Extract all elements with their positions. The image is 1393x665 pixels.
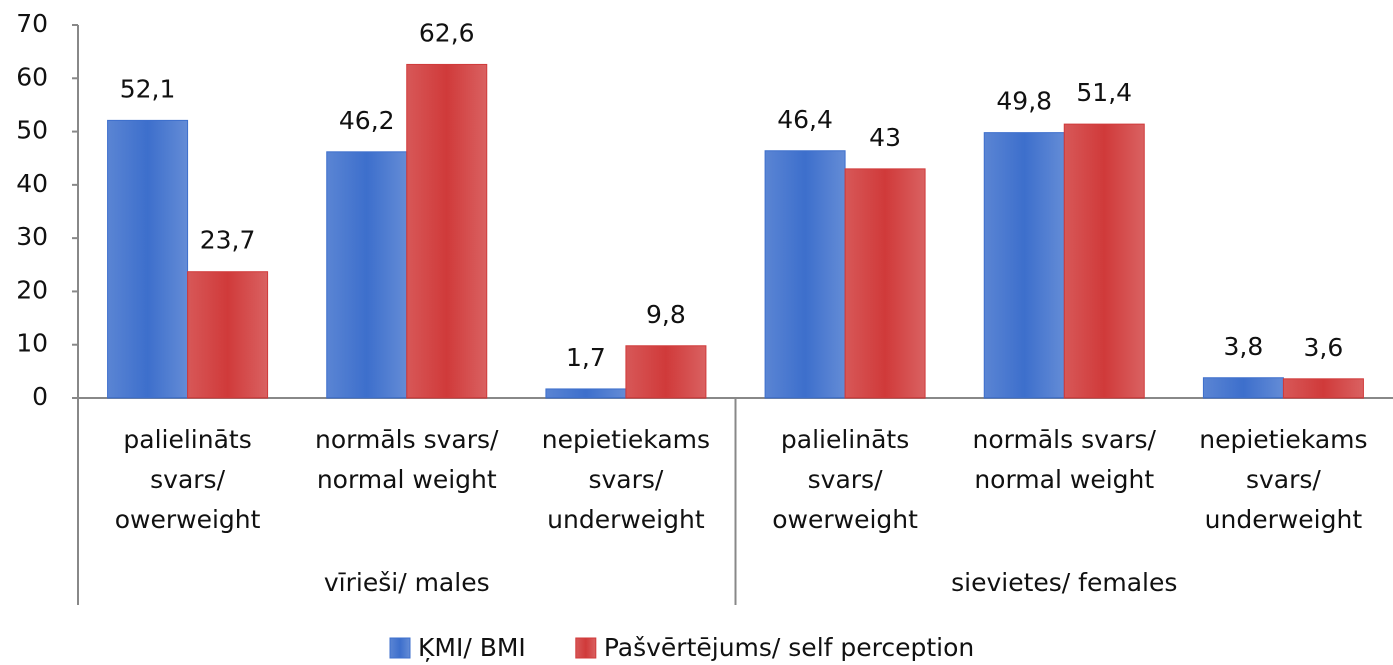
value-label: 46,2 xyxy=(339,106,395,135)
value-label: 52,1 xyxy=(120,74,176,103)
y-tick-label: 30 xyxy=(16,222,48,251)
value-label: 9,8 xyxy=(646,300,686,329)
value-label: 23,7 xyxy=(200,226,256,255)
bar xyxy=(1202,377,1284,399)
value-label: 46,4 xyxy=(777,105,833,134)
value-label: 62,6 xyxy=(419,18,475,47)
x-tick-label: normāls svars/ normal weight xyxy=(972,425,1156,494)
legend-label: Pašvērtējums/ self perception xyxy=(604,633,974,662)
y-tick-label: 70 xyxy=(16,9,48,38)
legend-swatch xyxy=(389,637,411,659)
value-label: 3,6 xyxy=(1304,333,1344,362)
x-tick-label: palielināts svars/ owerweight xyxy=(114,425,261,534)
bar xyxy=(326,151,408,399)
x-tick-label: nepietiekams svars/ underweight xyxy=(541,425,711,534)
y-tick-label: 10 xyxy=(16,329,48,358)
value-label: 43 xyxy=(869,123,901,152)
value-label: 49,8 xyxy=(996,87,1052,116)
bar xyxy=(107,119,189,399)
x-tick-label: normāls svars/ normal weight xyxy=(315,425,499,494)
bar xyxy=(1282,378,1364,399)
value-label: 1,7 xyxy=(566,343,606,372)
bar xyxy=(545,388,627,399)
x-tick-label: palielināts svars/ owerweight xyxy=(772,425,918,534)
bar xyxy=(844,168,926,399)
y-tick-label: 20 xyxy=(16,275,48,304)
x-tick-label: nepietiekams svars/ underweight xyxy=(1199,425,1368,534)
legend-label: ĶMI/ BMI xyxy=(418,633,526,662)
value-label: 3,8 xyxy=(1224,332,1264,361)
group-label: vīrieši/ males xyxy=(323,568,490,597)
y-tick-label: 50 xyxy=(16,116,48,145)
value-label: 51,4 xyxy=(1076,78,1132,107)
bar xyxy=(983,132,1065,399)
group-label: sievietes/ females xyxy=(951,568,1178,597)
bar xyxy=(625,345,707,399)
y-tick-label: 0 xyxy=(32,382,48,411)
bar xyxy=(406,63,488,399)
bar xyxy=(187,271,269,399)
legend-swatch xyxy=(575,637,597,659)
bar xyxy=(1063,123,1145,399)
bar xyxy=(764,150,846,399)
y-tick-label: 40 xyxy=(16,169,48,198)
y-tick-label: 60 xyxy=(16,62,48,91)
